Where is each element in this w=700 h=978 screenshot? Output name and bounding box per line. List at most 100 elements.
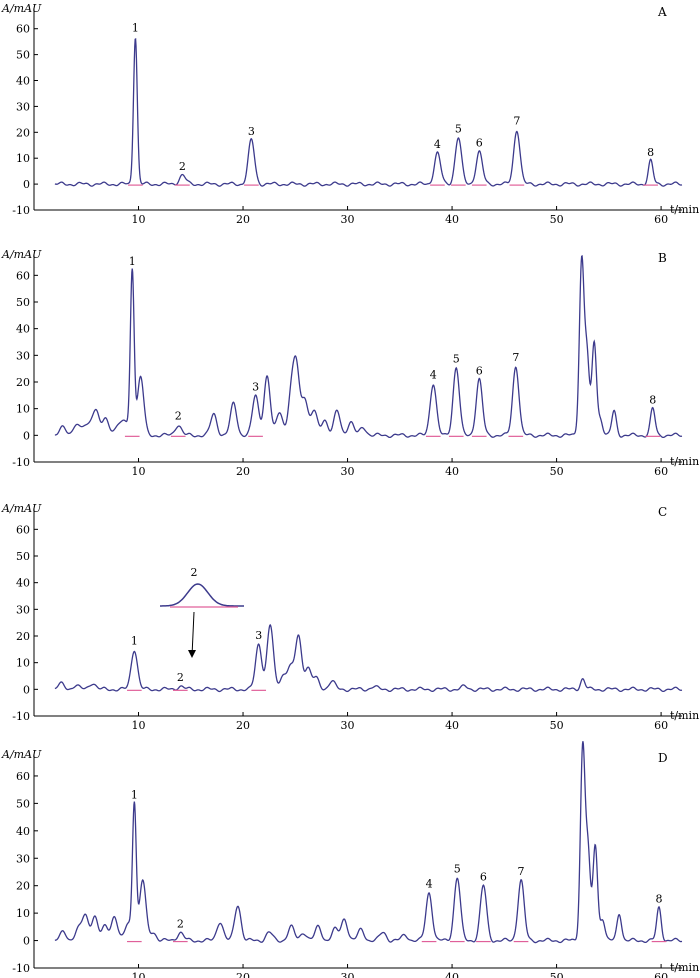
y-tick-label: 30: [16, 852, 30, 865]
y-tick-label: 40: [16, 825, 30, 838]
panel-letter: D: [658, 751, 668, 765]
peak-label: 1: [131, 634, 138, 647]
chart-panel-a: -10 0 10 20 30 40 50 60 10 20 30 40 50 60 A/mAU t/min A 1…: [1, 2, 699, 226]
peak-label: 3: [248, 125, 255, 138]
inset-arrow-head: [188, 650, 196, 658]
x-axis-label: t/min: [670, 455, 699, 468]
peak-label: 2: [179, 160, 186, 173]
y-tick-label: 30: [16, 349, 30, 362]
peak-label: 3: [255, 629, 262, 642]
x-tick-label: 40: [445, 465, 459, 478]
y-tick-label: 50: [16, 550, 30, 563]
y-tick-label: 20: [16, 376, 30, 389]
y-tick-label: 10: [16, 152, 30, 165]
peak-label: 8: [647, 146, 654, 159]
peak-label: 2: [177, 917, 184, 930]
y-tick-label: 20: [16, 630, 30, 643]
y-tick-label: 20: [16, 880, 30, 893]
peak-label: 2: [177, 671, 184, 684]
x-tick-label: 50: [550, 719, 564, 732]
y-tick-label: 10: [16, 403, 30, 416]
panel-letter: A: [657, 5, 667, 19]
y-tick-label: 60: [16, 269, 30, 282]
x-axis-label: t/min: [670, 709, 699, 722]
x-tick-label: 20: [236, 213, 250, 226]
peak-label: 5: [453, 352, 460, 365]
y-tick-label: 20: [16, 126, 30, 139]
y-tick-label: 40: [16, 577, 30, 590]
peak-label: 7: [512, 351, 519, 364]
y-tick-label: 0: [23, 935, 30, 948]
peak-label: 5: [454, 862, 461, 875]
x-tick-label: 20: [236, 719, 250, 732]
x-tick-label: 30: [341, 465, 355, 478]
x-axis-label: t/min: [670, 961, 699, 974]
peak-label: 6: [476, 137, 483, 150]
chart-panel-c: -10 0 10 20 30 40 50 60 10 20 30 40 50 60 A/mAU t/min C 1…: [1, 502, 699, 732]
y-tick-label: 60: [16, 770, 30, 783]
x-tick-label: 30: [341, 719, 355, 732]
peak-label: 5: [455, 122, 462, 135]
x-tick-label: 30: [341, 971, 355, 978]
y-tick-label: 40: [16, 323, 30, 336]
y-tick-label: 60: [16, 523, 30, 536]
y-tick-label: 50: [16, 49, 30, 62]
x-axis-label: t/min: [670, 203, 699, 216]
x-tick-label: 20: [236, 971, 250, 978]
y-tick-label: 50: [16, 296, 30, 309]
x-tick-label: 30: [341, 213, 355, 226]
x-tick-label: 50: [550, 465, 564, 478]
y-axis-label: A/mAU: [1, 2, 42, 15]
chart-panel-b: -10 0 10 20 30 40 50 60 10 20 30 40 50 60 A/mAU t/min B 1…: [1, 248, 699, 478]
peak-label: 1: [129, 255, 136, 268]
x-tick-label: 60: [654, 971, 668, 978]
y-tick-label: -10: [12, 962, 30, 975]
peak-label: 4: [430, 368, 437, 381]
chromatogram-trace: [54, 254, 683, 439]
chromatogram-trace: [54, 741, 683, 944]
y-axis-label: A/mAU: [1, 748, 42, 761]
x-tick-label: 60: [654, 465, 668, 478]
x-tick-label: 40: [445, 971, 459, 978]
peak-label: 8: [649, 394, 656, 407]
y-tick-label: -10: [12, 456, 30, 469]
peak-label: 6: [476, 364, 483, 377]
chart-panel-d: -10 0 10 20 30 40 50 60 10 20 30 40 50 60 A/mAU t/min D 1…: [1, 741, 699, 978]
panel-letter: B: [658, 251, 667, 265]
peak-label: 4: [426, 878, 433, 891]
x-tick-label: 10: [132, 719, 146, 732]
y-tick-label: 30: [16, 603, 30, 616]
y-tick-label: 0: [23, 683, 30, 696]
inset-trace: [160, 583, 244, 607]
y-tick-label: 10: [16, 907, 30, 920]
y-tick-label: 40: [16, 75, 30, 88]
x-tick-label: 20: [236, 465, 250, 478]
peak-label: 2: [175, 410, 182, 423]
x-tick-label: 50: [550, 971, 564, 978]
peak-label: 7: [518, 865, 525, 878]
x-tick-label: 10: [132, 971, 146, 978]
peak-label: 8: [656, 893, 663, 906]
y-tick-label: 30: [16, 100, 30, 113]
peak-label: 1: [131, 788, 138, 801]
peak-label: 3: [252, 380, 259, 393]
y-tick-label: 10: [16, 657, 30, 670]
x-tick-label: 40: [445, 213, 459, 226]
y-tick-label: -10: [12, 710, 30, 723]
y-tick-label: 0: [23, 429, 30, 442]
x-tick-label: 10: [132, 213, 146, 226]
x-tick-label: 60: [654, 213, 668, 226]
y-tick-label: 50: [16, 797, 30, 810]
y-tick-label: -10: [12, 204, 30, 217]
x-tick-label: 10: [132, 465, 146, 478]
peak-label: 6: [480, 871, 487, 884]
peak-label: 7: [513, 115, 520, 128]
peak-label: 1: [132, 21, 139, 34]
x-tick-label: 60: [654, 719, 668, 732]
y-tick-label: 0: [23, 178, 30, 191]
chromatogram-trace: [54, 38, 683, 187]
y-axis-label: A/mAU: [1, 248, 42, 261]
inset-peak-label: 2: [191, 566, 198, 579]
peak-label: 4: [434, 138, 441, 151]
